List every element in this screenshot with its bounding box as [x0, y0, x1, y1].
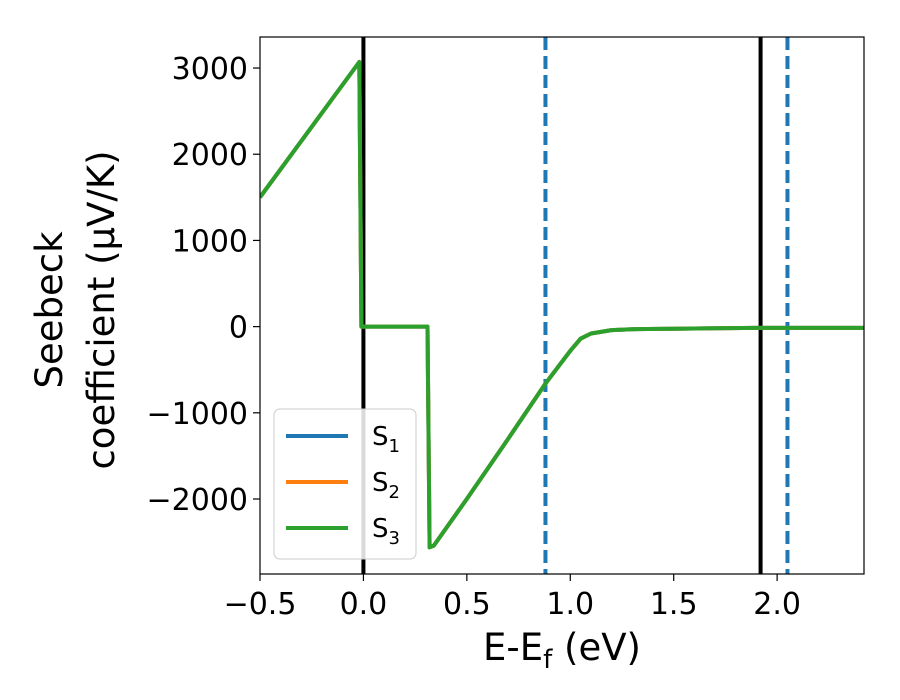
y-tick-label: 2000 — [172, 138, 248, 173]
x-tick-label: 0.0 — [340, 587, 388, 622]
x-tick-label: 1.0 — [546, 587, 594, 622]
x-tick-label: 1.5 — [650, 587, 698, 622]
y-tick-label: 3000 — [172, 52, 248, 87]
x-tick-label: −0.5 — [224, 587, 297, 622]
y-axis-ticks: −2000 −1000 0 1000 2000 3000 — [147, 52, 260, 518]
series-line-3 — [260, 60, 864, 550]
x-tick-label: 0.5 — [443, 587, 491, 622]
legend-label-1: S1 — [372, 422, 400, 457]
legend-label-2: S2 — [372, 468, 400, 503]
x-axis-label: E-Ef (eV) — [483, 626, 641, 675]
legend-label-3: S3 — [372, 514, 400, 549]
legend: S1 S2 S3 — [273, 408, 417, 560]
x-axis-ticks: −0.5 0.0 0.5 1.0 1.5 2.0 — [224, 574, 801, 622]
plot-frame — [259, 36, 865, 575]
series-lines — [260, 60, 864, 550]
y-axis-label-line1: Seebeck — [28, 231, 71, 389]
y-tick-label: 0 — [229, 311, 248, 346]
y-axis-label-line2: coefficient (μV/K) — [80, 150, 123, 469]
x-tick-label: 2.0 — [753, 587, 801, 622]
y-axis-label-group: Seebeck coefficient (μV/K) — [28, 150, 123, 469]
y-tick-label: −2000 — [147, 483, 248, 518]
y-tick-label: −1000 — [147, 397, 248, 432]
reference-lines — [361, 37, 790, 574]
y-tick-label: 1000 — [172, 224, 248, 259]
